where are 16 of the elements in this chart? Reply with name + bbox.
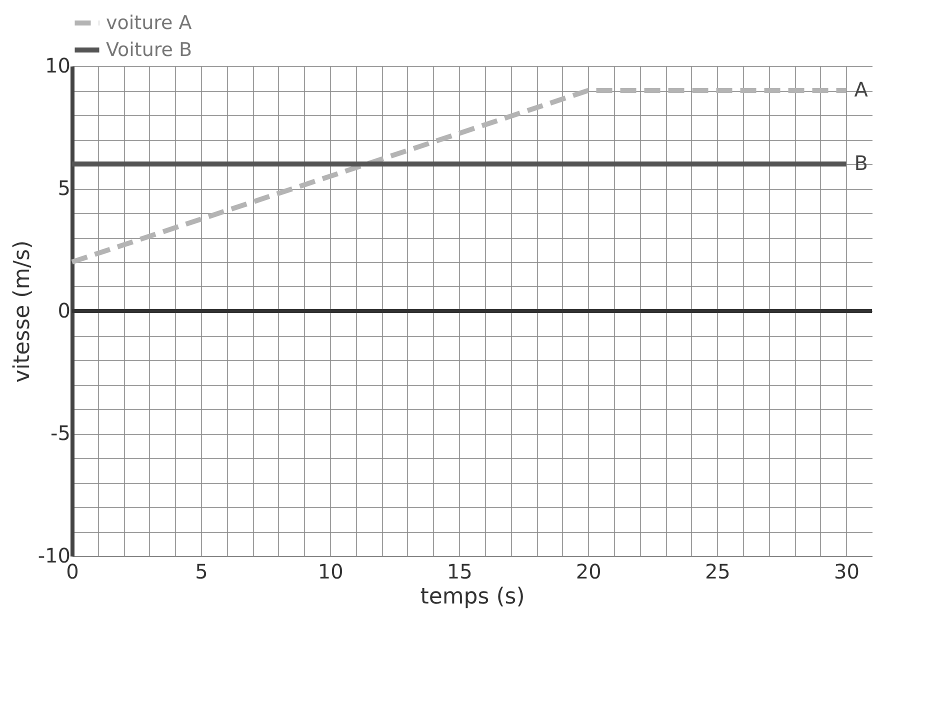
legend-label: Voiture B: [106, 39, 192, 61]
annotation: A: [854, 78, 868, 102]
y-tick-label: 5: [58, 176, 70, 200]
y-tick-label: 0: [58, 298, 70, 322]
x-tick-label: 30: [834, 560, 860, 584]
x-tick-label: 20: [576, 560, 602, 584]
x-axis-title: temps (s): [420, 584, 525, 610]
x-tick-label: 10: [318, 560, 344, 584]
y-tick-label: 10: [45, 54, 70, 78]
x-tick-label: 25: [704, 560, 730, 584]
x-tick-label: 5: [195, 560, 208, 584]
y-tick-label: -5: [50, 421, 70, 445]
legend-label: voiture A: [106, 12, 192, 34]
x-tick-label: 15: [446, 560, 472, 584]
y-axis-title: vitesse (m/s): [10, 240, 35, 383]
annotation: B: [854, 151, 868, 175]
